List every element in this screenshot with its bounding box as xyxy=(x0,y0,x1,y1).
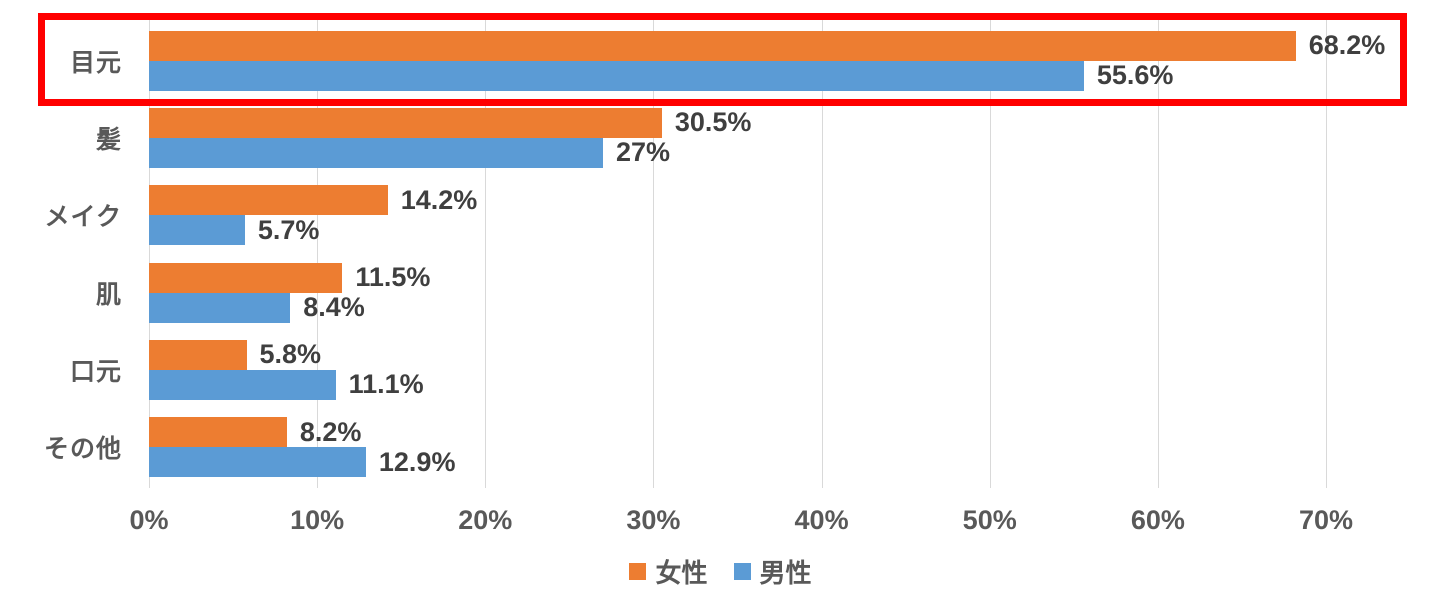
category-label: 目元 xyxy=(69,48,122,77)
category-label: 髪 xyxy=(95,125,122,154)
bar-value-label: 11.1% xyxy=(348,369,424,400)
bar-line: 12.9% xyxy=(149,446,1326,478)
bar-value-label: 55.6% xyxy=(1096,60,1174,91)
bar-value-label: 5.7% xyxy=(257,214,320,245)
category-axis: 目元髪メイク肌口元その他 xyxy=(0,22,122,486)
bar-group: 68.2% 55.6% xyxy=(149,22,1385,99)
bar-line: 27% xyxy=(149,137,1326,168)
bar-series-1-cat-2 xyxy=(149,215,245,246)
bar-group: 5.8% 11.1% xyxy=(149,331,1326,408)
legend-item-1: 男性 xyxy=(733,553,812,590)
x-tick-label: 60% xyxy=(1130,505,1185,535)
category-label: 口元 xyxy=(69,357,122,386)
bar-line: 5.7% xyxy=(149,214,1326,246)
bar-series-0-cat-3 xyxy=(149,262,343,293)
x-tick-label: 20% xyxy=(458,505,513,535)
category-label: その他 xyxy=(43,435,122,464)
bar-line: 68.2% xyxy=(149,30,1385,61)
bar-line: 11.1% xyxy=(149,369,1326,400)
bar-group: 11.5% 8.4% xyxy=(149,254,1326,331)
category-label: メイク xyxy=(44,203,122,232)
gridline xyxy=(149,20,150,488)
bar-value-label: 14.2% xyxy=(400,184,478,215)
bar-value-label: 8.4% xyxy=(303,292,365,323)
legend-swatch-icon xyxy=(733,563,751,580)
bar-line: 11.5% xyxy=(149,262,1326,293)
bar-line: 8.4% xyxy=(149,292,1326,323)
bar-value-label: 11.5% xyxy=(355,262,431,293)
bar-value-label: 30.5% xyxy=(674,107,752,138)
bar-series-1-cat-1 xyxy=(149,137,603,168)
gridlines xyxy=(149,20,1327,488)
x-tick-label: 50% xyxy=(962,505,1017,535)
gridline xyxy=(1326,20,1327,488)
legend-swatch-icon xyxy=(629,563,647,580)
x-tick-label: 40% xyxy=(794,505,849,535)
bar-line: 8.2% xyxy=(149,416,1326,448)
bar-series-1-cat-0 xyxy=(149,60,1084,91)
gridline xyxy=(485,20,487,488)
bar-series-0-cat-5 xyxy=(149,417,287,448)
bar-series-0-cat-4 xyxy=(149,339,247,370)
bar-line: 55.6% xyxy=(149,60,1326,91)
bar-group: 30.5% 27% xyxy=(149,99,1326,176)
x-tick-label: 10% xyxy=(290,505,345,535)
bar-value-label: 12.9% xyxy=(378,446,456,477)
gridline xyxy=(317,20,319,488)
legend-label: 男性 xyxy=(759,558,812,588)
bar-series-0-cat-1 xyxy=(149,107,662,138)
x-axis: 0% 10% 20% 30% 40% 50% 60% 70% xyxy=(129,505,1353,539)
legend-label: 女性 xyxy=(655,558,708,588)
category-label: 肌 xyxy=(95,280,122,309)
bar-value-label: 8.2% xyxy=(299,416,362,447)
bar-group: 14.2% 5.7% xyxy=(149,177,1326,254)
bar-line: 30.5% xyxy=(149,107,1326,138)
bar-value-label: 5.8% xyxy=(259,339,322,370)
gridline xyxy=(653,20,655,488)
legend: 女性 男性 xyxy=(0,553,1441,590)
gridline xyxy=(989,20,991,488)
gridline xyxy=(1157,20,1159,488)
bar-rows: 68.2% 55.6% 30.5% 27% 14.2% 5.7% 11.5% 8.4% 5.8%… xyxy=(149,22,1385,486)
bar-value-label: 68.2% xyxy=(1308,30,1386,61)
bar-line: 5.8% xyxy=(149,339,1326,370)
gridline xyxy=(821,20,823,488)
bar-line: 14.2% xyxy=(149,184,1326,216)
bar-group: 8.2% 12.9% xyxy=(149,409,1326,486)
legend-item-0: 女性 xyxy=(629,553,708,590)
bar-value-label: 27% xyxy=(615,137,671,168)
bar-series-1-cat-4 xyxy=(149,369,336,400)
bar-series-0-cat-2 xyxy=(149,185,388,216)
bar-series-0-cat-0 xyxy=(149,30,1296,61)
x-tick-label: 70% xyxy=(1298,505,1354,535)
x-tick-label: 30% xyxy=(626,505,681,535)
bar-series-1-cat-3 xyxy=(149,292,291,323)
bar-series-1-cat-5 xyxy=(149,447,366,478)
x-tick-label: 0% xyxy=(129,505,169,535)
